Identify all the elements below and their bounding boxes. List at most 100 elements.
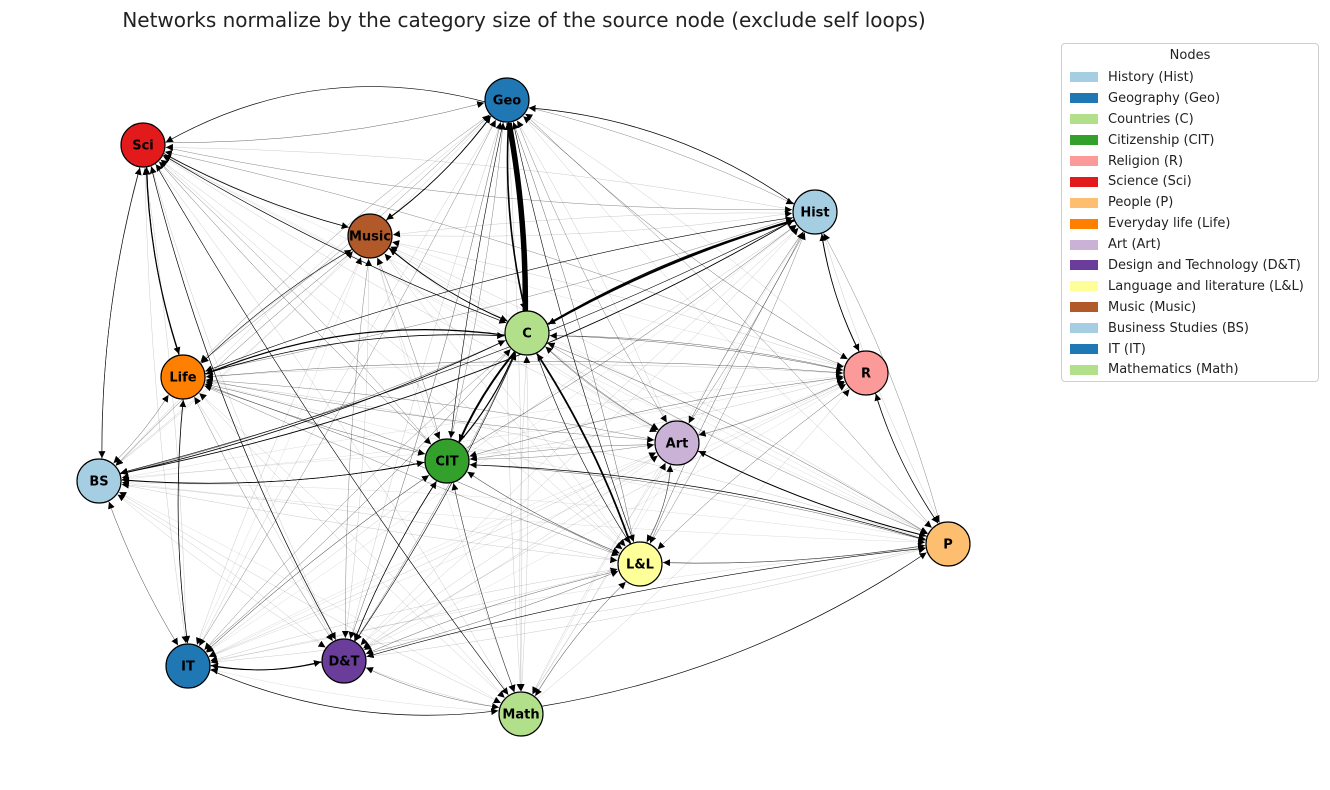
legend-rows: History (Hist) Geography (Geo) Countries (… [1070, 67, 1310, 380]
node-circle [484, 77, 530, 123]
edge-Hist-to-BS [120, 218, 797, 475]
edge-BS-to-LL [118, 483, 618, 564]
edge-Hist-to-DT [360, 225, 801, 646]
edge-Hist-to-Geo [528, 104, 797, 206]
legend-label: Art (Art) [1108, 237, 1161, 253]
edge-Music-to-P [387, 245, 928, 534]
edge-DT-to-Hist [358, 227, 799, 648]
edge-Hist-to-R [820, 231, 860, 352]
edge-BS-to-IT [107, 498, 179, 646]
legend-swatch [1070, 176, 1098, 187]
edge-Sci-to-Hist [162, 146, 793, 214]
edge-LL-to-IT [210, 568, 621, 663]
edge-Sci-to-Geo [162, 101, 485, 143]
node-label: R [861, 367, 871, 382]
edge-Music-to-R [389, 241, 844, 369]
legend-label: Religion (R) [1108, 153, 1184, 169]
edge-Music-to-Hist [389, 210, 793, 237]
edge-Math-to-CIT [451, 483, 516, 695]
node-LL: L&L [617, 541, 663, 587]
edge-DT-to-CIT [352, 481, 437, 644]
node-label: IT [181, 660, 195, 675]
edge-R-to-Geo [525, 113, 851, 362]
node-C: C [504, 310, 550, 356]
legend-swatch [1070, 364, 1098, 375]
edge-Geo-to-Life [200, 112, 492, 363]
edge-Life-to-LL [201, 384, 619, 557]
legend-item: IT (IT) [1070, 339, 1310, 360]
edge-DT-to-Math [363, 666, 500, 710]
legend-item: Business Studies (BS) [1070, 318, 1310, 339]
node-R: R [843, 350, 889, 396]
network-graph: Geo Sci Music Hist C R Life Art CIT BS P L&L IT D&T Ma… [76, 77, 971, 737]
edge-P-to-CIT [469, 461, 929, 542]
edge-IT-to-CIT [203, 475, 430, 654]
node-layer: Geo Sci Music Hist C R Life Art CIT BS P L&L IT D&T Ma… [76, 77, 971, 737]
edge-Art-to-C [545, 346, 662, 432]
legend-item: Everyday life (Life) [1070, 213, 1310, 234]
edge-BS-to-Geo [113, 115, 491, 468]
edge-DT-to-Sci [149, 166, 337, 643]
edge-IT-to-Music [195, 257, 362, 648]
edge-Geo-to-BS [115, 113, 493, 466]
node-circle [504, 310, 550, 356]
legend-item: People (P) [1070, 192, 1310, 213]
edge-Music-to-BS [115, 249, 356, 466]
legend-item: Citizenship (CIT) [1070, 130, 1310, 151]
edge-Hist-to-IT [206, 223, 799, 653]
legend: Nodes History (Hist) Geography (Geo) Count… [1061, 43, 1319, 382]
edge-CIT-to-C [457, 352, 516, 445]
edge-CIT-to-Art [466, 442, 655, 460]
edge-C-to-IT [204, 346, 513, 651]
edge-Sci-to-C [160, 153, 507, 324]
edge-C-to-Life [205, 329, 508, 375]
edge-BS-to-Sci [101, 167, 142, 462]
edge-IT-to-R [206, 381, 845, 659]
node-circle [347, 213, 393, 259]
edge-Sci-to-Math [153, 161, 509, 695]
edge-Life-to-Math [197, 390, 505, 698]
edge-BS-to-Math [116, 490, 501, 704]
edge-Sci-to-Life [145, 164, 181, 355]
edge-Geo-to-LL [512, 119, 635, 543]
edge-Sci-to-BS [98, 164, 141, 459]
node-Music: Music [347, 213, 393, 259]
edge-Sci-to-Music [161, 152, 349, 229]
node-Sci: Sci [120, 122, 166, 168]
edge-P-to-Music [390, 246, 931, 535]
edge-P-to-LL [662, 545, 929, 567]
edge-Geo-to-IT [199, 117, 498, 647]
edge-BS-to-R [118, 374, 844, 479]
edge-Geo-to-DT [348, 119, 502, 639]
node-circle [76, 458, 122, 504]
node-label: P [943, 538, 953, 553]
edge-R-to-BS [121, 375, 847, 480]
node-circle [424, 438, 470, 484]
edge-C-to-Math [517, 352, 527, 692]
node-P: P [925, 521, 971, 567]
edge-C-to-Hist [545, 219, 794, 326]
edge-LL-to-Sci [160, 159, 625, 552]
node-CIT: CIT [424, 438, 470, 484]
legend-label: People (P) [1108, 195, 1174, 211]
node-label: C [522, 327, 532, 342]
legend-item: Music (Music) [1070, 297, 1310, 318]
node-label: L&L [626, 558, 654, 573]
node-DT: D&T [321, 638, 367, 684]
edge-Sci-to-CIT [156, 159, 432, 445]
edge-Hist-to-Art [688, 229, 805, 424]
edge-C-to-P [544, 341, 928, 535]
edge-IT-to-Sci [142, 167, 187, 647]
node-circle [925, 521, 971, 567]
edge-C-to-DT [355, 350, 518, 642]
edge-Geo-to-Art [515, 117, 667, 423]
edge-CIT-to-BS [121, 461, 428, 484]
node-circle [120, 122, 166, 168]
edge-R-to-C [549, 332, 847, 371]
edge-Math-to-Sci [155, 164, 511, 698]
edge-DT-to-LL [362, 570, 619, 656]
legend-label: Everyday life (Life) [1108, 216, 1231, 232]
node-Art: Art [654, 420, 700, 466]
edge-CIT-to-Math [452, 480, 516, 692]
legend-title: Nodes [1169, 48, 1211, 63]
